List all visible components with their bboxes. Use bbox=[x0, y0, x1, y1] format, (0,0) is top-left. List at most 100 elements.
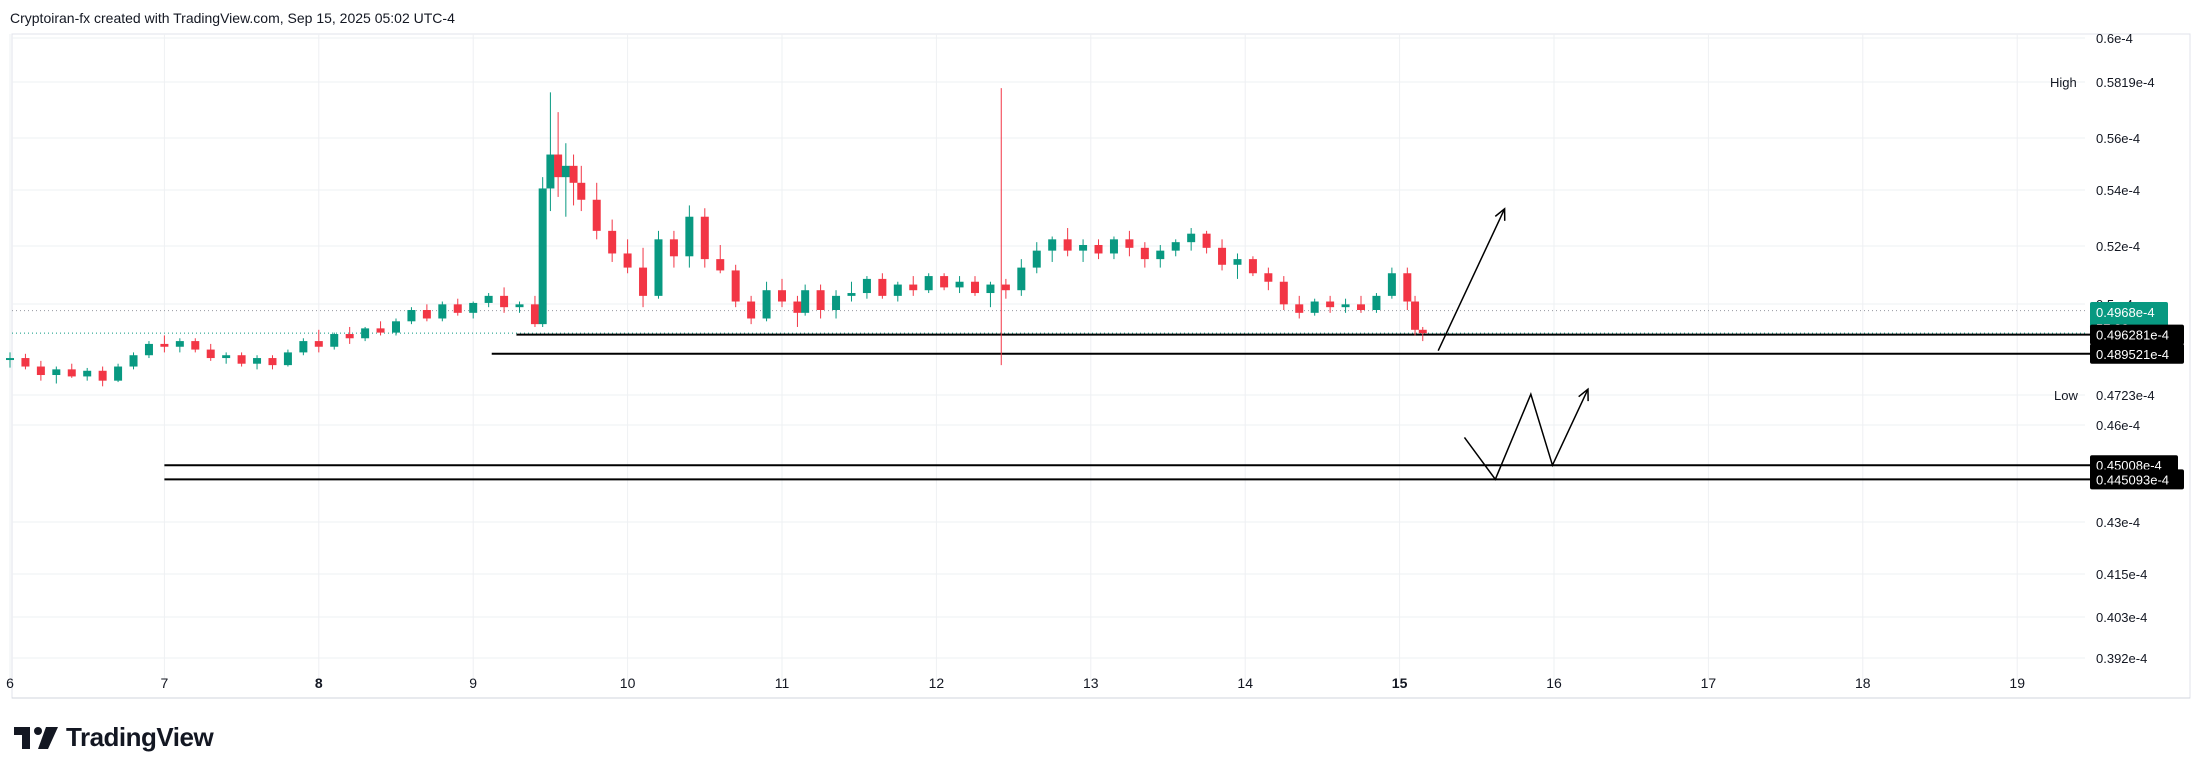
candle-down bbox=[623, 253, 632, 268]
candle-down bbox=[268, 358, 277, 366]
candle-up bbox=[685, 216, 694, 257]
candle-up bbox=[129, 355, 138, 367]
price-tick-label: 0.403e-4 bbox=[2096, 610, 2147, 625]
time-tick-label: 6 bbox=[6, 675, 14, 691]
time-tick-label: 8 bbox=[315, 675, 323, 691]
candle-down bbox=[1403, 273, 1412, 302]
candle-down bbox=[1326, 301, 1335, 308]
candle-down bbox=[453, 304, 462, 313]
candle-up bbox=[1341, 304, 1350, 308]
candle-up bbox=[1017, 267, 1026, 291]
candle-up bbox=[1171, 242, 1180, 251]
candle-up bbox=[847, 293, 856, 296]
candle-up bbox=[469, 302, 478, 313]
candle-up bbox=[484, 295, 493, 303]
candle-up bbox=[407, 310, 416, 322]
candle-down bbox=[422, 310, 431, 319]
candle-up bbox=[762, 290, 771, 319]
candle-down bbox=[940, 276, 949, 288]
tradingview-brand: TradingView bbox=[66, 722, 214, 752]
candle-down bbox=[1001, 284, 1010, 291]
candle-down bbox=[1295, 304, 1304, 313]
candle-up bbox=[1187, 233, 1196, 243]
time-tick-label: 11 bbox=[775, 675, 790, 691]
candle-up bbox=[283, 352, 292, 366]
candle-down bbox=[971, 281, 979, 294]
candle-up bbox=[1387, 273, 1396, 296]
candle-down bbox=[1063, 239, 1072, 251]
candle-down bbox=[1418, 329, 1427, 334]
candle-down bbox=[569, 165, 578, 183]
candle-up bbox=[832, 295, 841, 310]
chart-grid bbox=[9, 33, 2191, 699]
level-price-value: 0.489521e-4 bbox=[2096, 347, 2169, 362]
time-tick-label: 17 bbox=[1701, 675, 1717, 691]
candle-up bbox=[175, 341, 184, 347]
tradingview-logo[interactable]: TradingView bbox=[14, 722, 214, 753]
candle-down bbox=[314, 341, 323, 347]
candle-down bbox=[1357, 304, 1365, 310]
time-tick-label: 13 bbox=[1083, 675, 1099, 691]
candle-up bbox=[83, 370, 92, 377]
candle-up bbox=[222, 355, 231, 359]
price-tick-label: 0.43e-4 bbox=[2096, 515, 2140, 530]
candle-down bbox=[592, 199, 601, 231]
candle-down bbox=[1248, 259, 1257, 274]
candle-down bbox=[36, 366, 45, 376]
candle-up bbox=[330, 334, 339, 347]
candle-down bbox=[1279, 281, 1288, 305]
candle-up bbox=[1109, 239, 1118, 254]
candle-down bbox=[530, 304, 539, 325]
candle-up bbox=[924, 276, 933, 291]
candle-down bbox=[554, 154, 563, 178]
candle-down bbox=[793, 301, 802, 313]
candle-down bbox=[639, 267, 648, 296]
candle-up bbox=[52, 369, 61, 376]
candle-down bbox=[376, 328, 385, 333]
candle-up bbox=[253, 358, 262, 364]
candle-up bbox=[538, 188, 547, 325]
candle-up bbox=[654, 239, 663, 296]
candle-down bbox=[1264, 273, 1273, 282]
candle-down bbox=[700, 216, 709, 260]
candle-down bbox=[500, 295, 509, 308]
level-price-tag bbox=[2090, 469, 2184, 490]
time-tick-label: 16 bbox=[1546, 675, 1562, 691]
candle-up bbox=[1156, 250, 1165, 260]
projection-arrow-up bbox=[1437, 208, 1506, 352]
candle-up bbox=[515, 304, 524, 308]
candle-up bbox=[1048, 239, 1057, 251]
candle-down bbox=[1411, 301, 1420, 330]
candle-up bbox=[1032, 250, 1041, 268]
time-tick-label: 19 bbox=[2009, 675, 2025, 691]
level-price-value: 0.445093e-4 bbox=[2096, 472, 2169, 487]
candle-down bbox=[731, 270, 740, 302]
projection-arrow-up-arrowhead bbox=[1494, 207, 1506, 221]
price-tick-label: 0.46e-4 bbox=[2096, 418, 2140, 433]
candle-up bbox=[361, 328, 370, 339]
price-tick-label: 0.52e-4 bbox=[2096, 239, 2140, 254]
candle-up bbox=[392, 321, 400, 333]
candle-down bbox=[1094, 244, 1103, 254]
candle-down bbox=[778, 290, 786, 302]
time-tick-label: 7 bbox=[161, 675, 169, 691]
candle-up bbox=[986, 284, 995, 294]
candle-down bbox=[191, 341, 200, 350]
last-price-value: 0.4968e-4 bbox=[2096, 305, 2155, 320]
candle-down bbox=[878, 278, 887, 296]
candle-down bbox=[909, 284, 918, 291]
time-tick-label: 9 bbox=[469, 675, 477, 691]
price-tick-label: 0.6e-4 bbox=[2096, 31, 2133, 46]
candle-up bbox=[1079, 244, 1088, 251]
price-tick-label: 0.56e-4 bbox=[2096, 131, 2140, 146]
candle-up bbox=[1372, 295, 1381, 310]
candle-down bbox=[206, 349, 215, 359]
chart-attribution: Cryptoiran-fx created with TradingView.c… bbox=[10, 10, 455, 26]
low-label: Low bbox=[2054, 388, 2078, 403]
candle-up bbox=[1310, 301, 1319, 313]
price-tick-label: 0.415e-4 bbox=[2096, 567, 2147, 582]
candle-up bbox=[114, 366, 123, 381]
level-price-value: 0.496281e-4 bbox=[2096, 328, 2169, 343]
time-tick-label: 10 bbox=[620, 675, 636, 691]
